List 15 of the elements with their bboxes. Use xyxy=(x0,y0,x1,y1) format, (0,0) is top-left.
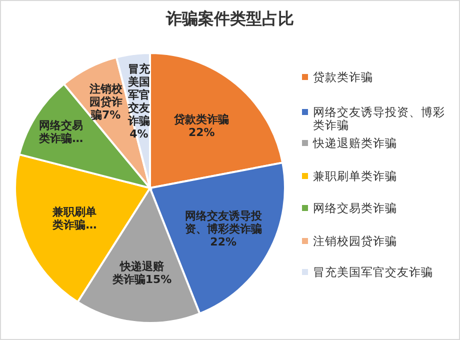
legend-label: 注销校园贷诈骗 xyxy=(313,234,397,248)
legend-label: 贷款类诈骗 xyxy=(313,70,373,84)
data-label: 注销校园贷诈骗7% xyxy=(88,82,124,121)
chart-title: 诈骗案件类型占比 xyxy=(165,9,294,28)
data-label: 贷款类诈骗22% xyxy=(173,112,230,139)
legend-label: 快递退赔类诈骗 xyxy=(312,136,397,150)
legend-label: 网络交易类诈骗 xyxy=(313,201,397,215)
legend-label: 冒充美国军官交友诈骗 xyxy=(313,265,433,279)
data-label: 网络交友诱导投资、博彩类诈骗22% xyxy=(184,208,263,248)
legend-label: 兼职刷单类诈骗 xyxy=(313,169,397,183)
legend-label: 网络交友诱导投资、博彩类诈骗 xyxy=(313,105,445,132)
data-label: 兼职刷单类诈骗… xyxy=(52,204,97,231)
data-label: 网络交易类诈骗… xyxy=(38,118,84,145)
data-label: 快递退赔类诈骗15% xyxy=(111,260,172,286)
data-label: 冒充美国军官交友诈骗4% xyxy=(127,62,151,140)
